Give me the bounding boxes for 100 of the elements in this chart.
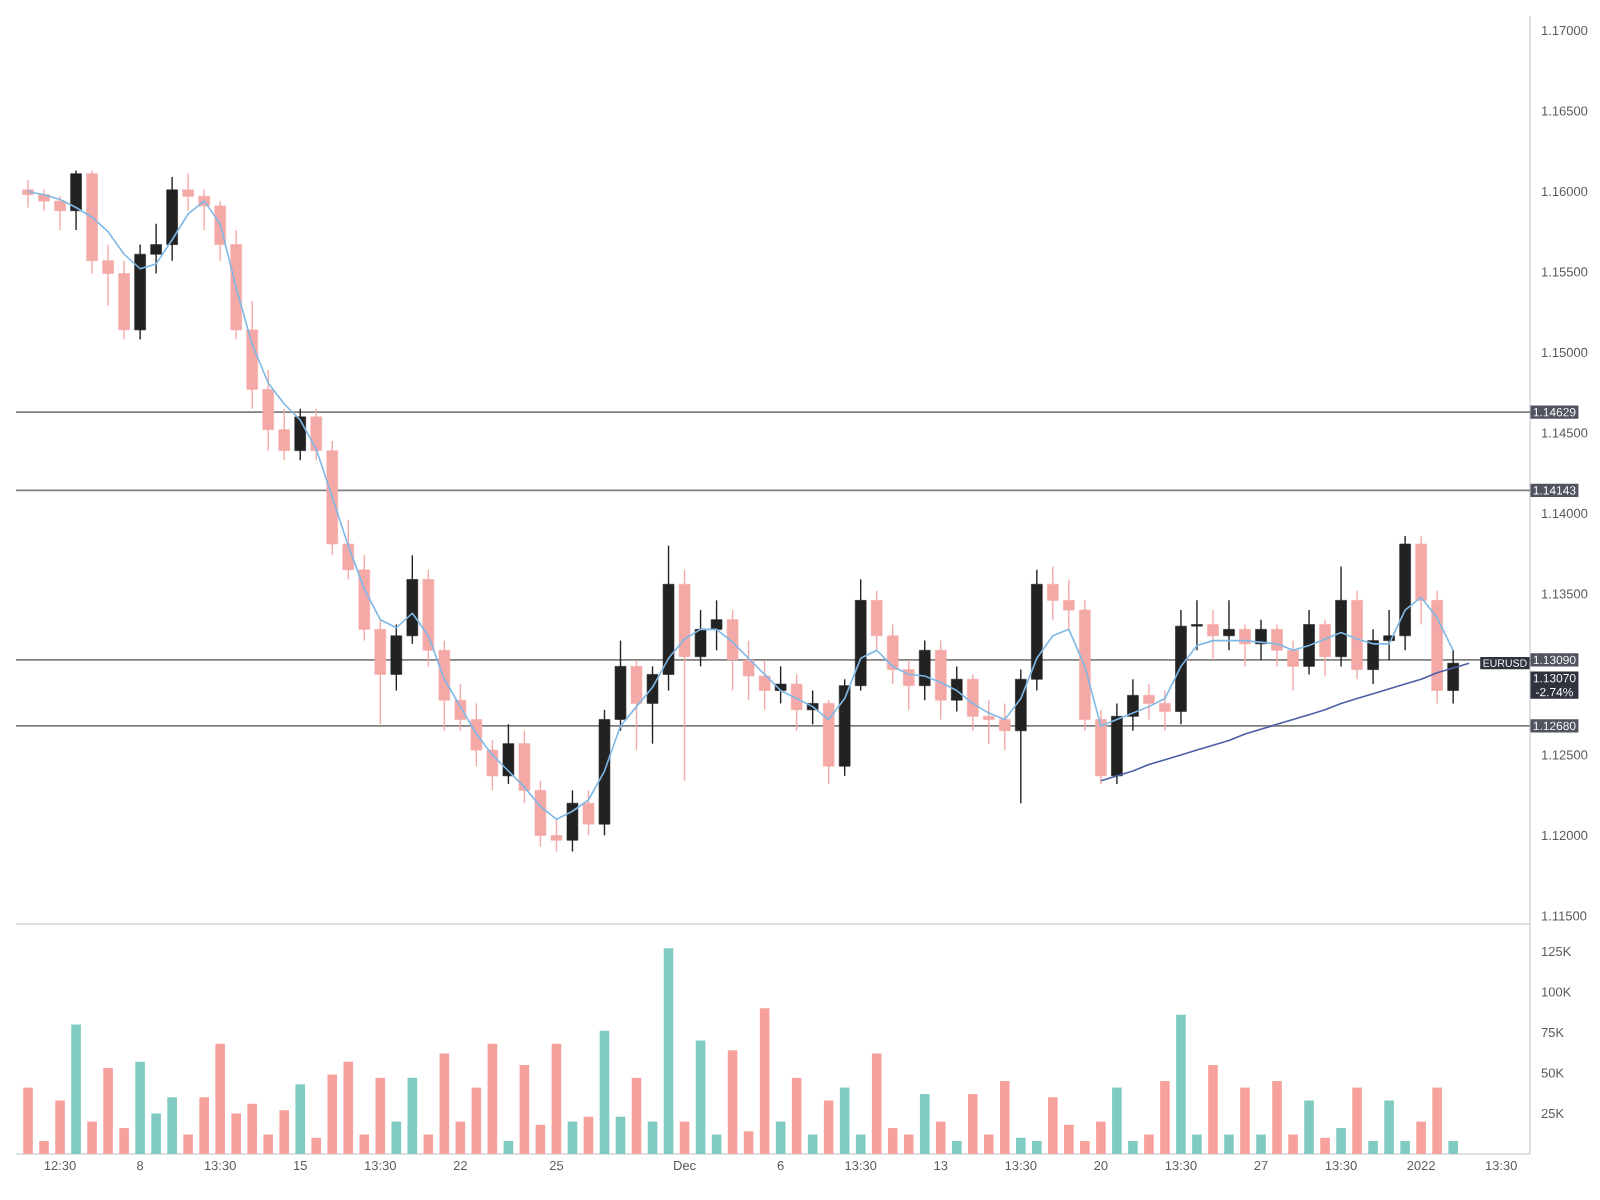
- bar: [151, 1113, 161, 1154]
- candlestick: [630, 659, 643, 751]
- bar: [23, 1087, 33, 1154]
- bar: [839, 1087, 850, 1154]
- candlestick: [951, 665, 963, 713]
- bar: [359, 1134, 370, 1154]
- candlestick: [1367, 628, 1379, 685]
- bar: [487, 1043, 498, 1154]
- bar: [119, 1128, 129, 1154]
- bar: [247, 1103, 258, 1154]
- candlestick: [1319, 618, 1331, 677]
- bar: [519, 1064, 530, 1154]
- bar: [311, 1137, 322, 1154]
- bar: [1336, 1128, 1346, 1154]
- bar: [1064, 1124, 1074, 1154]
- candlestick: [1383, 609, 1395, 661]
- candlestick: [342, 519, 355, 581]
- bar: [647, 1121, 658, 1154]
- candlestick: [742, 639, 755, 701]
- candlestick: [1447, 649, 1459, 705]
- candlestick: [902, 659, 915, 711]
- candlestick: [726, 609, 739, 692]
- candlestick: [886, 623, 899, 685]
- bar: [1160, 1081, 1170, 1154]
- bar: [135, 1061, 145, 1154]
- candlestick: [1223, 599, 1235, 651]
- candlestick: [70, 169, 82, 231]
- candlestick: [566, 789, 579, 853]
- bar: [183, 1134, 193, 1154]
- bar: [551, 1043, 562, 1154]
- bar: [1384, 1100, 1394, 1154]
- candlestick: [582, 789, 595, 837]
- candlestick: [182, 173, 194, 212]
- bar: [1352, 1087, 1362, 1154]
- bar: [1112, 1087, 1122, 1154]
- bar: [263, 1134, 274, 1154]
- candlestick: [390, 623, 403, 692]
- bar: [279, 1110, 290, 1154]
- candlestick: [278, 408, 290, 462]
- bar: [439, 1053, 450, 1154]
- bar: [679, 1121, 690, 1154]
- bar: [871, 1053, 882, 1154]
- candlestick: [470, 702, 483, 767]
- candlestick: [1255, 618, 1267, 661]
- bar: [199, 1097, 209, 1154]
- bar: [583, 1116, 594, 1154]
- bar: [983, 1134, 994, 1154]
- bar: [791, 1077, 802, 1154]
- candlestick: [374, 618, 387, 726]
- bar: [759, 1008, 770, 1154]
- bar: [567, 1121, 578, 1154]
- candlestick: [710, 599, 723, 651]
- bar: [231, 1113, 241, 1154]
- bar: [887, 1128, 898, 1154]
- bar: [1096, 1121, 1106, 1154]
- bar: [1080, 1141, 1090, 1154]
- bar: [1320, 1137, 1330, 1154]
- candlestick: [1063, 578, 1075, 631]
- candlestick: [694, 609, 707, 668]
- candlestick: [502, 723, 515, 785]
- bar: [343, 1061, 354, 1154]
- bar: [1176, 1014, 1186, 1154]
- bar: [1400, 1141, 1410, 1154]
- bar: [535, 1124, 546, 1154]
- bar: [103, 1068, 113, 1154]
- candlestick: [1127, 678, 1139, 732]
- bar: [215, 1043, 225, 1154]
- bar: [1224, 1134, 1234, 1154]
- bar: [711, 1134, 722, 1154]
- bar: [743, 1131, 754, 1154]
- candlestick: [1143, 683, 1155, 721]
- bar: [87, 1121, 97, 1154]
- bar: [1192, 1134, 1202, 1154]
- candlestick: [1207, 609, 1219, 661]
- bar: [663, 948, 674, 1154]
- candlestick: [214, 200, 226, 262]
- bar: [375, 1077, 386, 1154]
- bar: [1016, 1137, 1026, 1154]
- bar: [1272, 1081, 1282, 1154]
- candlestick: [102, 243, 114, 307]
- bar: [599, 1030, 610, 1154]
- candlestick: [486, 739, 499, 792]
- bar: [1368, 1141, 1378, 1154]
- bar: [855, 1134, 866, 1154]
- bar: [775, 1121, 786, 1154]
- candlestick: [983, 699, 995, 745]
- candlestick: [1303, 609, 1315, 676]
- candlestick: [758, 659, 771, 711]
- bar: [471, 1087, 482, 1154]
- bar: [167, 1097, 177, 1154]
- bar: [1448, 1141, 1458, 1154]
- bar: [1144, 1134, 1154, 1154]
- bar: [919, 1094, 930, 1154]
- bar: [1128, 1141, 1138, 1154]
- candlestick: [150, 222, 162, 275]
- candlestick: [999, 702, 1011, 751]
- bar: [407, 1077, 418, 1154]
- candlestick: [918, 639, 931, 701]
- bar: [423, 1134, 434, 1154]
- candlestick: [870, 590, 883, 651]
